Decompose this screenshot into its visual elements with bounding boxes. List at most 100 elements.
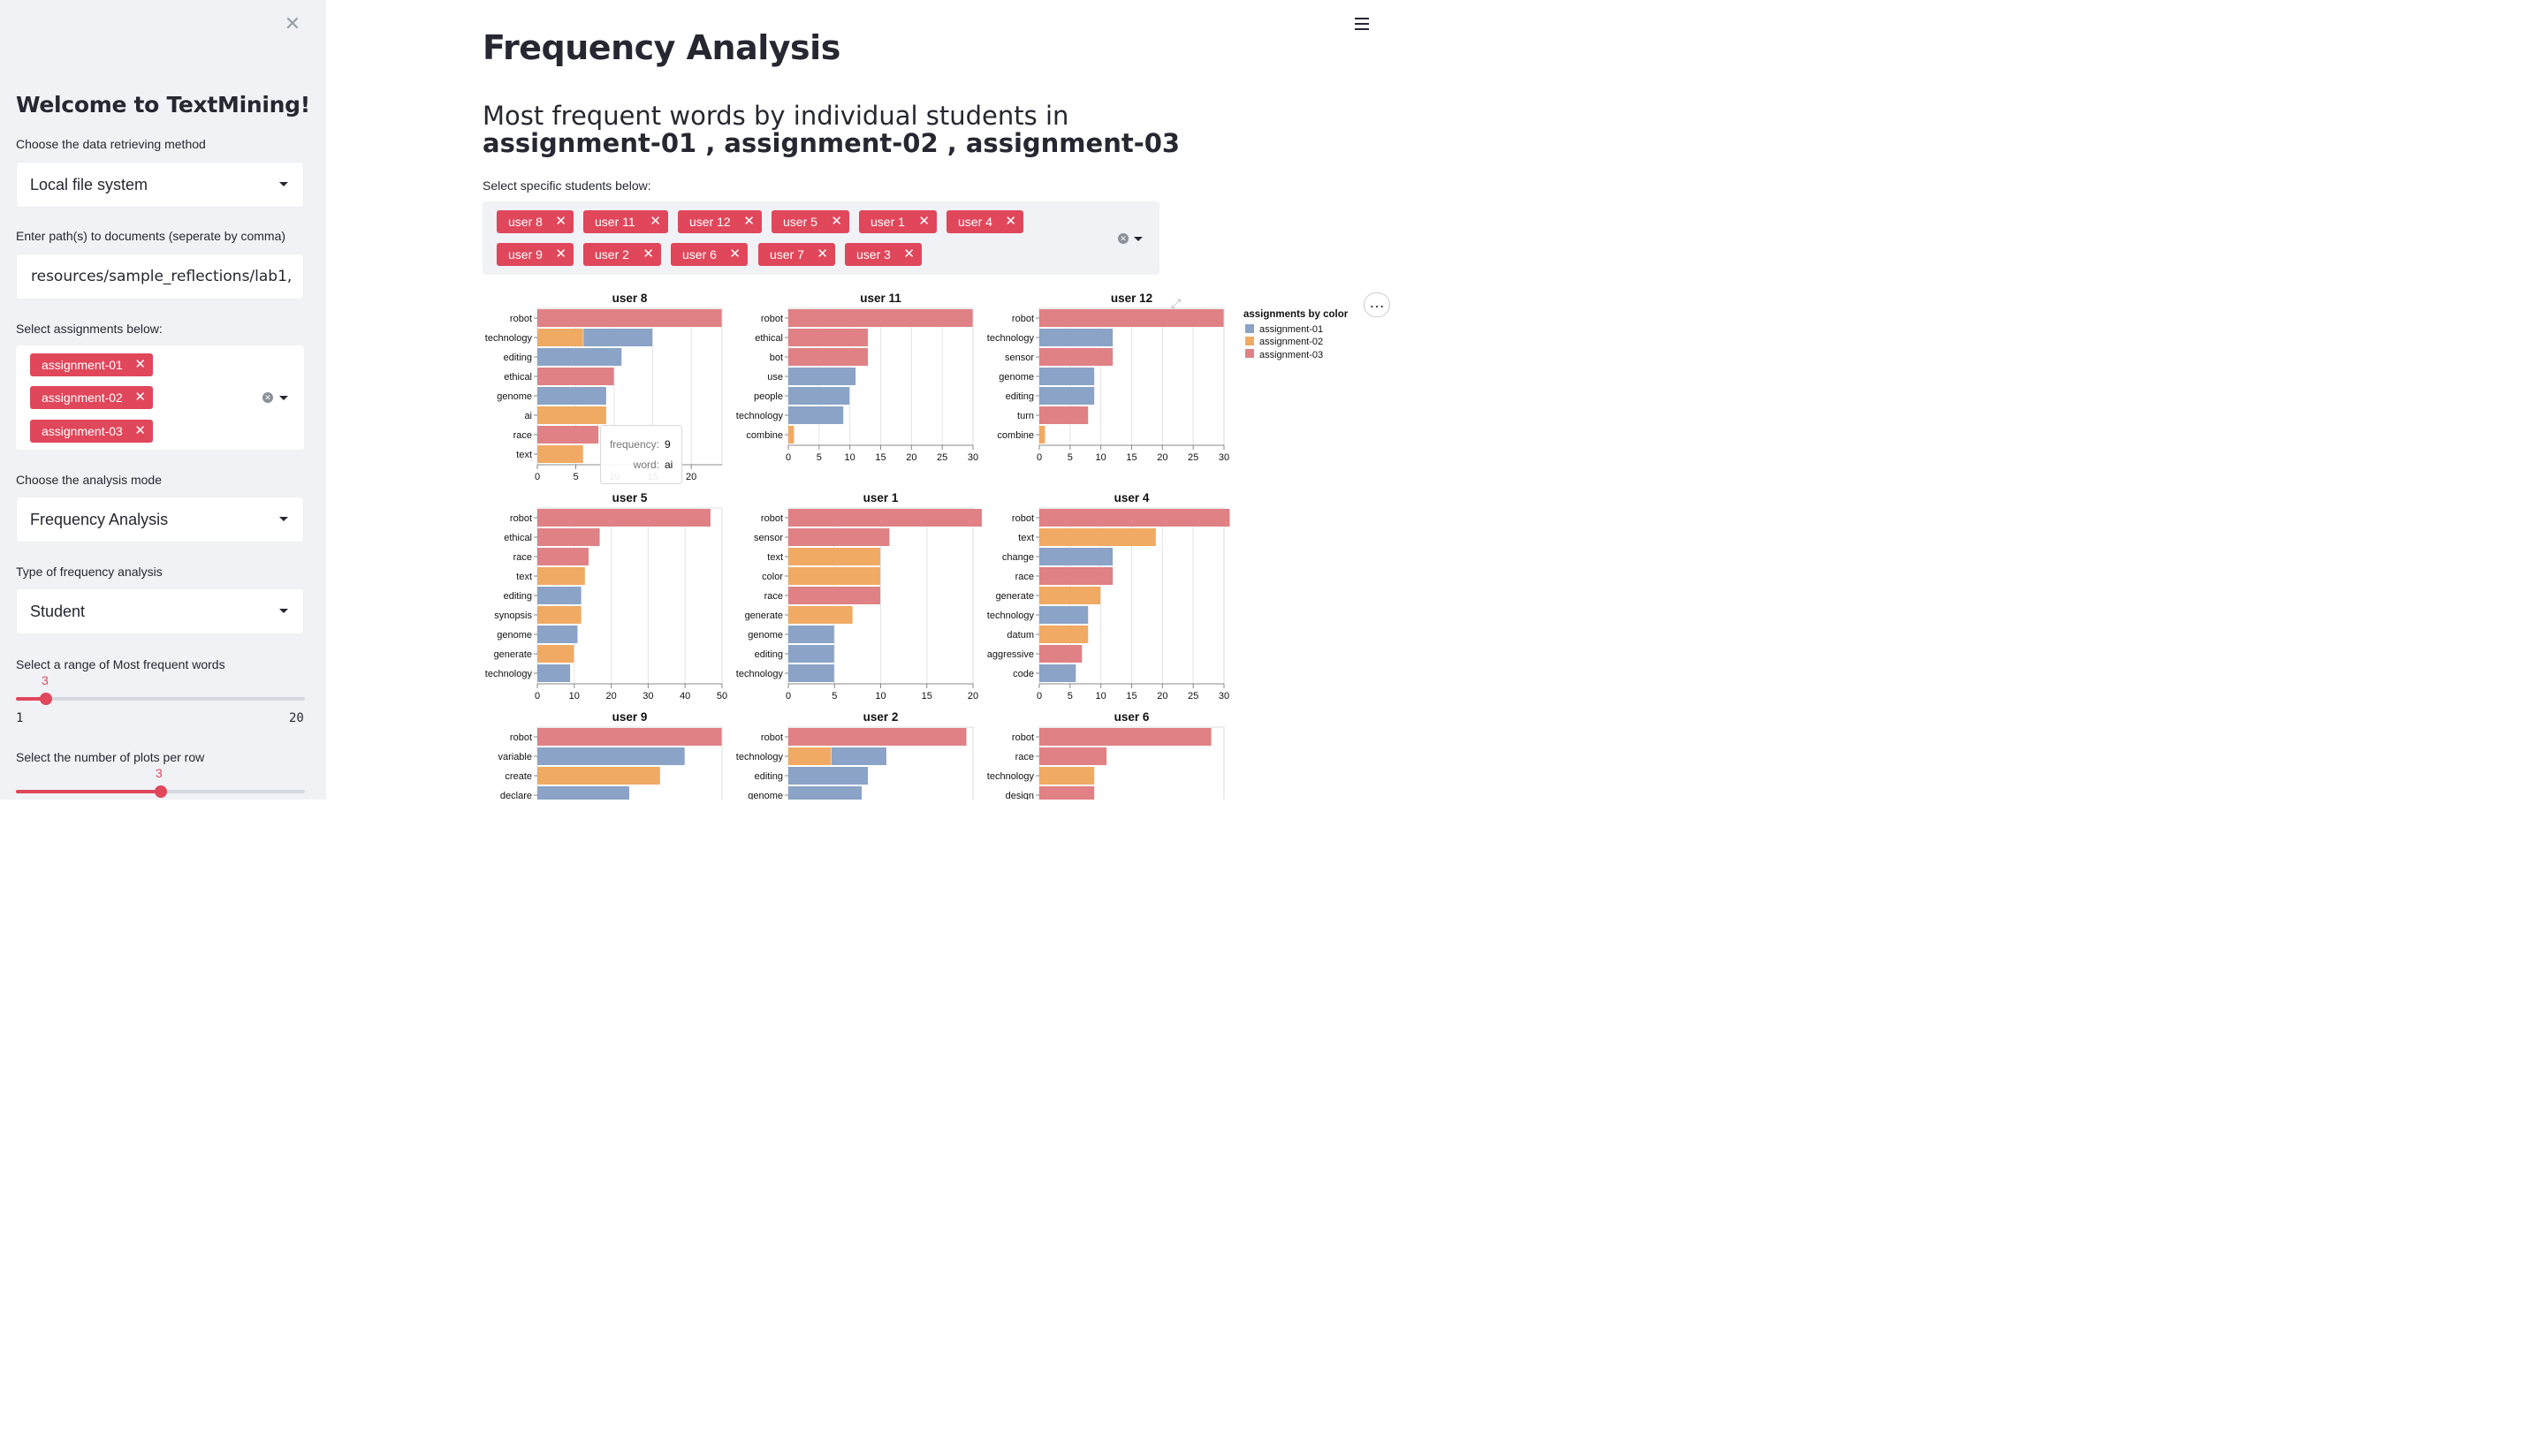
bar[interactable] <box>583 329 653 346</box>
bar[interactable] <box>1039 786 1095 800</box>
bar[interactable] <box>1039 606 1089 624</box>
bar[interactable] <box>1039 528 1156 546</box>
method-select[interactable]: Local file system <box>16 162 304 208</box>
bar[interactable] <box>1039 747 1107 765</box>
range-slider[interactable] <box>16 693 305 705</box>
bar[interactable] <box>788 664 834 682</box>
remove-icon[interactable]: ✕ <box>918 214 930 229</box>
range-slider-thumb[interactable] <box>40 693 53 705</box>
students-multiselect[interactable]: user 8 ✕ user 11 ✕ user 12 ✕ user 5 ✕ user 1… <box>483 201 1159 275</box>
bar[interactable] <box>788 309 973 327</box>
bar[interactable] <box>537 786 629 800</box>
bar[interactable] <box>1039 509 1230 527</box>
bar[interactable] <box>1039 406 1089 424</box>
student-chip[interactable]: user 3 ✕ <box>845 243 922 266</box>
bar[interactable] <box>537 528 600 546</box>
bar[interactable] <box>1039 664 1076 682</box>
remove-icon[interactable]: ✕ <box>642 246 654 262</box>
student-chip[interactable]: user 8 ✕ <box>497 210 574 233</box>
remove-icon[interactable]: ✕ <box>555 246 566 262</box>
remove-icon[interactable]: ✕ <box>903 246 915 262</box>
bar[interactable] <box>788 548 880 565</box>
bar[interactable] <box>788 767 869 785</box>
more-actions-icon[interactable]: … <box>1364 292 1390 317</box>
remove-icon[interactable]: ✕ <box>817 246 828 262</box>
bar[interactable] <box>537 509 711 527</box>
student-chip[interactable]: user 9 ✕ <box>497 243 574 266</box>
bar[interactable] <box>788 387 850 405</box>
bar[interactable] <box>537 606 582 624</box>
bar[interactable] <box>1039 309 1224 327</box>
bar[interactable] <box>537 664 571 682</box>
remove-icon[interactable]: ✕ <box>729 246 741 262</box>
remove-icon[interactable]: ✕ <box>650 214 661 229</box>
assignment-chip[interactable]: assignment-01 ✕ <box>30 353 153 376</box>
bar[interactable] <box>537 368 614 385</box>
bar[interactable] <box>788 786 863 800</box>
bar[interactable] <box>788 528 890 546</box>
bar[interactable] <box>1039 329 1114 346</box>
remove-icon[interactable]: ✕ <box>831 214 842 229</box>
bar[interactable] <box>1039 645 1083 663</box>
bar[interactable] <box>537 567 585 585</box>
bar[interactable] <box>788 509 982 527</box>
bar[interactable] <box>788 368 856 385</box>
student-chip[interactable]: user 12 ✕ <box>678 210 762 233</box>
student-chip[interactable]: user 2 ✕ <box>583 243 661 266</box>
bar[interactable] <box>537 767 660 785</box>
student-chip[interactable]: user 1 ✕ <box>859 210 937 233</box>
student-chip[interactable]: user 5 ✕ <box>772 210 849 233</box>
remove-icon[interactable]: ✕ <box>134 357 146 372</box>
bar[interactable] <box>788 329 869 346</box>
chevron-down-icon[interactable] <box>1134 237 1143 241</box>
bar[interactable] <box>537 426 599 444</box>
bar[interactable] <box>1039 548 1114 565</box>
clear-all-icon[interactable]: ✕ <box>262 392 273 403</box>
bar[interactable] <box>1039 348 1114 366</box>
plots-slider[interactable] <box>16 785 305 798</box>
student-chip[interactable]: user 7 ✕ <box>758 243 835 266</box>
remove-icon[interactable]: ✕ <box>555 214 566 229</box>
bar[interactable] <box>788 747 832 765</box>
bar[interactable] <box>788 587 880 604</box>
bar[interactable] <box>1039 567 1114 585</box>
remove-icon[interactable]: ✕ <box>134 390 146 405</box>
bar[interactable] <box>788 426 794 444</box>
bar[interactable] <box>537 728 722 746</box>
remove-icon[interactable]: ✕ <box>134 423 146 438</box>
bar[interactable] <box>537 387 606 405</box>
remove-icon[interactable]: ✕ <box>743 214 755 229</box>
bar[interactable] <box>1039 767 1095 785</box>
freq-type-select[interactable]: Student <box>16 588 304 634</box>
bar[interactable] <box>537 445 583 463</box>
bar[interactable] <box>537 348 622 366</box>
bar[interactable] <box>788 645 834 663</box>
bar[interactable] <box>1039 387 1095 405</box>
bar[interactable] <box>537 626 578 643</box>
bar[interactable] <box>537 587 582 604</box>
chevron-down-icon[interactable] <box>279 396 288 400</box>
bar[interactable] <box>1039 626 1089 643</box>
bar[interactable] <box>537 406 606 424</box>
mode-select[interactable]: Frequency Analysis <box>16 497 304 542</box>
bar[interactable] <box>1039 368 1095 385</box>
path-input[interactable] <box>17 254 291 299</box>
bar[interactable] <box>1039 587 1101 604</box>
student-chip[interactable]: user 4 ✕ <box>946 210 1023 233</box>
student-chip[interactable]: user 11 ✕ <box>583 210 668 233</box>
bar[interactable] <box>788 406 844 424</box>
bar[interactable] <box>788 626 834 643</box>
bar[interactable] <box>788 606 853 624</box>
bar[interactable] <box>537 645 574 663</box>
assignment-chip[interactable]: assignment-03 ✕ <box>30 420 153 443</box>
assignments-multiselect[interactable]: assignment-01 ✕ assignment-02 ✕ assignme… <box>16 345 304 450</box>
bar[interactable] <box>1039 728 1212 746</box>
bar[interactable] <box>537 548 589 565</box>
remove-icon[interactable]: ✕ <box>1005 214 1016 229</box>
plots-slider-thumb[interactable] <box>154 785 167 798</box>
bar[interactable] <box>831 747 886 765</box>
close-sidebar-icon[interactable]: ✕ <box>284 12 301 34</box>
bar[interactable] <box>1039 426 1045 444</box>
bar[interactable] <box>788 348 869 366</box>
bar[interactable] <box>788 728 967 746</box>
